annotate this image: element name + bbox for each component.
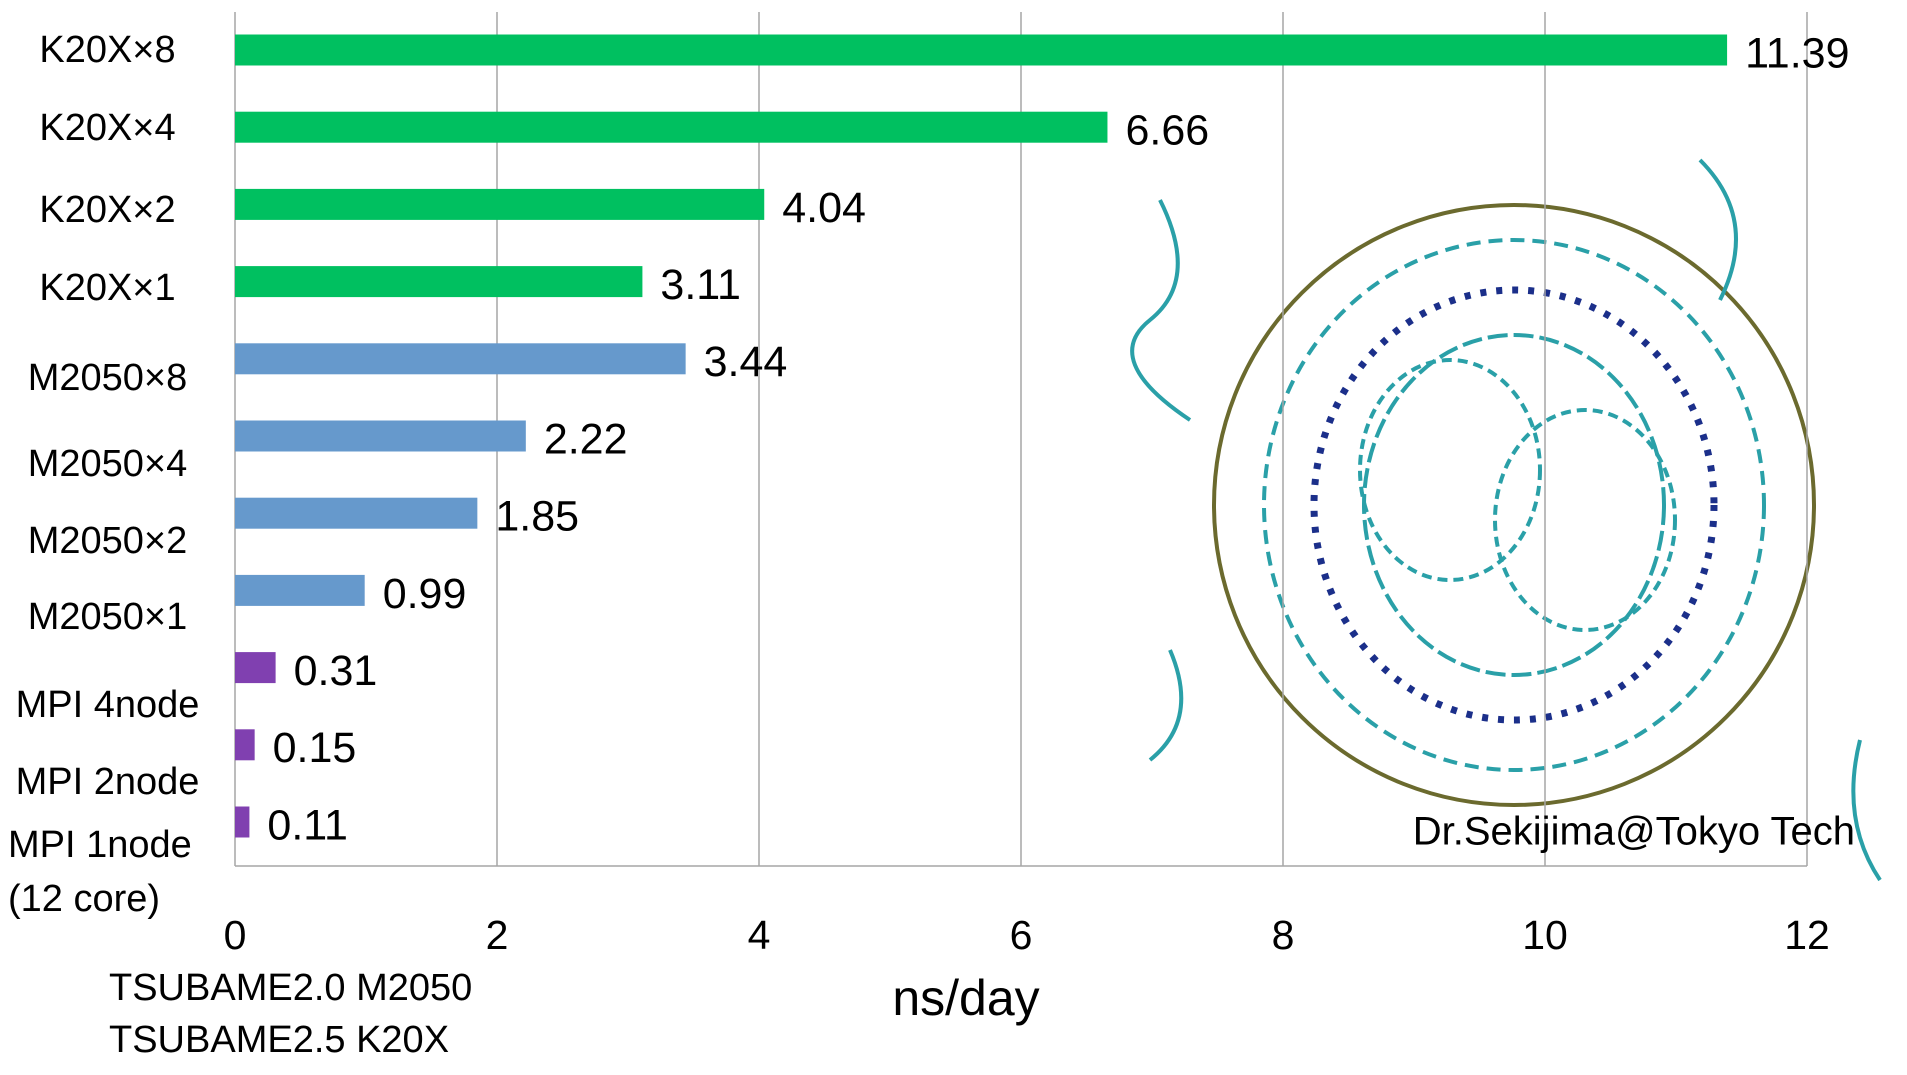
value-label: 0.11 [267,801,348,849]
category-label: K20X×2 [0,183,215,237]
value-label: 6.66 [1125,107,1209,155]
bar [235,498,477,529]
x-tick-label: 2 [486,912,509,958]
x-tick-label: 8 [1272,912,1295,958]
bar [235,652,276,683]
x-axis-label: ns/day [892,970,1039,1026]
category-label: MPI 2node [0,755,215,809]
footnote: TSUBAME2.0 M2050 [109,967,472,1009]
value-label: 0.15 [273,724,357,772]
bar [235,189,764,220]
credit: Dr.Sekijima@Tokyo Tech [1413,810,1855,854]
molecule-illustration [1132,160,1880,880]
x-tick-label: 4 [748,912,771,958]
bar [235,421,526,452]
value-label: 0.99 [383,570,467,618]
bar [235,575,365,606]
bar [235,343,686,374]
value-label: 11.39 [1745,29,1849,77]
bar [235,729,255,760]
x-tick-label: 12 [1784,912,1830,958]
x-tick-label: 10 [1522,912,1568,958]
bar [235,807,249,838]
category-label: K20X×4 [0,101,215,155]
x-tick-label: 6 [1010,912,1033,958]
value-label: 3.11 [660,261,741,309]
category-label: MPI 1node (12 core) [8,818,208,926]
bar [235,35,1727,66]
page: ns/day TSUBAME2.0 M2050 TSUBAME2.5 K20X … [0,0,1907,1075]
value-label: 1.85 [495,493,579,541]
bar [235,112,1107,143]
chart: ns/day TSUBAME2.0 M2050 TSUBAME2.5 K20X … [0,0,1907,1075]
category-label: MPI 4node [0,678,215,732]
category-label: M2050×4 [0,437,215,491]
value-label: 2.22 [544,415,628,463]
footnote: TSUBAME2.5 K20X [109,1019,449,1061]
category-label: M2050×1 [0,590,215,644]
value-label: 3.44 [704,338,788,386]
value-label: 0.31 [294,647,378,695]
value-label: 4.04 [782,184,866,232]
category-label: K20X×1 [0,261,215,315]
bar [235,266,642,297]
x-tick-label: 0 [224,912,247,958]
category-label: M2050×8 [0,351,215,405]
category-label: K20X×8 [0,23,215,77]
category-label: M2050×2 [0,514,215,568]
